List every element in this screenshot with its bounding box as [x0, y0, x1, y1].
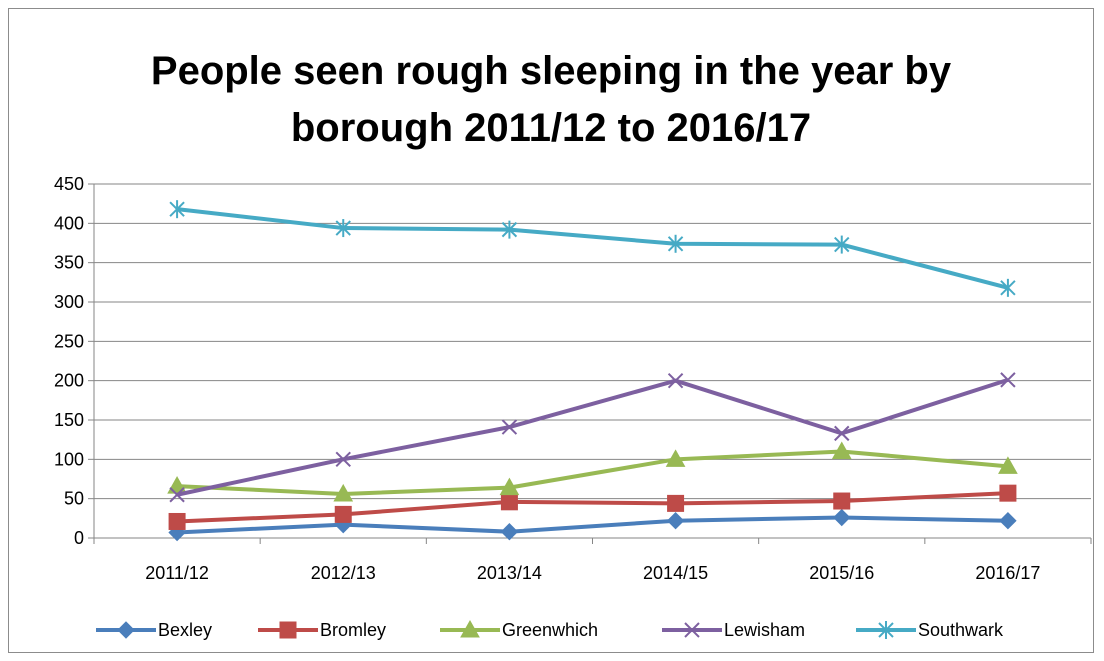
legend: Bexley Bromley Greenwhich Lewisham Southwark [96, 619, 1004, 640]
chart-frame [8, 8, 1094, 653]
data-point-greenwhich [998, 456, 1018, 474]
data-point-greenwhich [333, 483, 354, 502]
data-point-lewisham [335, 451, 351, 468]
chart-title-line-2: borough 2011/12 to 2016/17 [291, 106, 811, 150]
x-tick-label: 2015/16 [809, 563, 874, 583]
data-point-southwark [1000, 278, 1016, 297]
series-lewisham [169, 372, 1016, 503]
chart-title: People seen rough sleeping in the year b… [151, 49, 952, 150]
y-tick-label: 100 [54, 449, 84, 469]
legend-label-bromley: Bromley [320, 620, 386, 640]
data-point-bromley [833, 492, 851, 510]
series-line-greenwhich [176, 449, 1009, 496]
legend-label-lewisham: Lewisham [724, 620, 805, 640]
series-southwark [169, 200, 1016, 297]
legend-marker-greenwhich [460, 619, 480, 638]
legend-marker-bexley [117, 621, 135, 639]
gridlines [94, 183, 1091, 500]
legend-item-greenwhich: Greenwhich [440, 619, 598, 640]
series-line-bromley [176, 491, 1009, 524]
data-point-lewisham [169, 487, 185, 503]
legend-label-greenwhich: Greenwhich [502, 620, 598, 640]
series-line-lewisham [176, 377, 1009, 497]
x-tick-label: 2011/12 [145, 563, 209, 583]
data-point-bromley [999, 484, 1017, 502]
data-point-bexley [999, 511, 1017, 530]
y-axis-tick-labels: 0 50 100 150 200 250 300 350 400 450 [54, 174, 84, 548]
data-point-lewisham [501, 419, 518, 435]
chart-title-line-1: People seen rough sleeping in the year b… [151, 49, 952, 93]
x-tick-label: 2012/13 [311, 563, 376, 583]
data-point-bexley [666, 511, 685, 530]
legend-marker-southwark [878, 621, 894, 639]
plot-area [167, 200, 1018, 542]
y-tick-label: 350 [54, 253, 84, 273]
y-tick-label: 450 [54, 174, 84, 194]
data-point-greenwhich [831, 441, 852, 459]
data-point-southwark [667, 234, 684, 253]
series-bromley [168, 484, 1017, 530]
data-point-greenwhich [499, 477, 520, 496]
series-greenwhich [167, 441, 1018, 502]
data-point-lewisham [834, 425, 850, 442]
x-axis-tick-labels: 2011/12 2012/13 2013/14 2014/15 2015/16 2016/… [145, 563, 1040, 583]
series-bexley [168, 508, 1017, 542]
data-point-bromley [500, 493, 518, 511]
legend-label-southwark: Southwark [918, 620, 1004, 640]
legend-item-lewisham: Lewisham [662, 620, 805, 640]
data-point-lewisham [667, 372, 684, 389]
legend-marker-bromley [279, 621, 297, 639]
legend-item-bexley: Bexley [96, 620, 212, 640]
series-line-bexley [176, 515, 1008, 535]
data-point-bromley [334, 505, 352, 523]
data-point-greenwhich [665, 449, 686, 467]
y-tick-label: 400 [54, 213, 84, 233]
y-tick-label: 0 [74, 528, 84, 548]
y-tick-label: 50 [64, 489, 84, 509]
legend-label-bexley: Bexley [158, 620, 212, 640]
legend-item-southwark: Southwark [856, 620, 1004, 640]
data-point-bexley [500, 522, 519, 541]
y-tick-label: 150 [54, 410, 84, 430]
data-point-lewisham [1000, 372, 1016, 388]
data-point-bexley [833, 508, 851, 527]
data-point-bromley [667, 494, 685, 512]
data-point-southwark [335, 219, 351, 238]
x-tick-label: 2013/14 [477, 563, 542, 583]
data-point-southwark [834, 235, 850, 254]
data-point-southwark [169, 200, 185, 219]
x-tick-label: 2014/15 [643, 563, 708, 583]
axes [88, 183, 1092, 544]
legend-marker-lewisham [684, 622, 700, 638]
x-tick-label: 2016/17 [975, 563, 1040, 583]
data-point-bromley [168, 512, 186, 530]
legend-item-bromley: Bromley [258, 620, 386, 640]
y-tick-label: 300 [54, 292, 84, 312]
series-line-southwark [176, 207, 1009, 290]
y-tick-label: 200 [54, 371, 84, 391]
y-tick-label: 250 [54, 331, 84, 351]
data-point-southwark [501, 220, 518, 239]
